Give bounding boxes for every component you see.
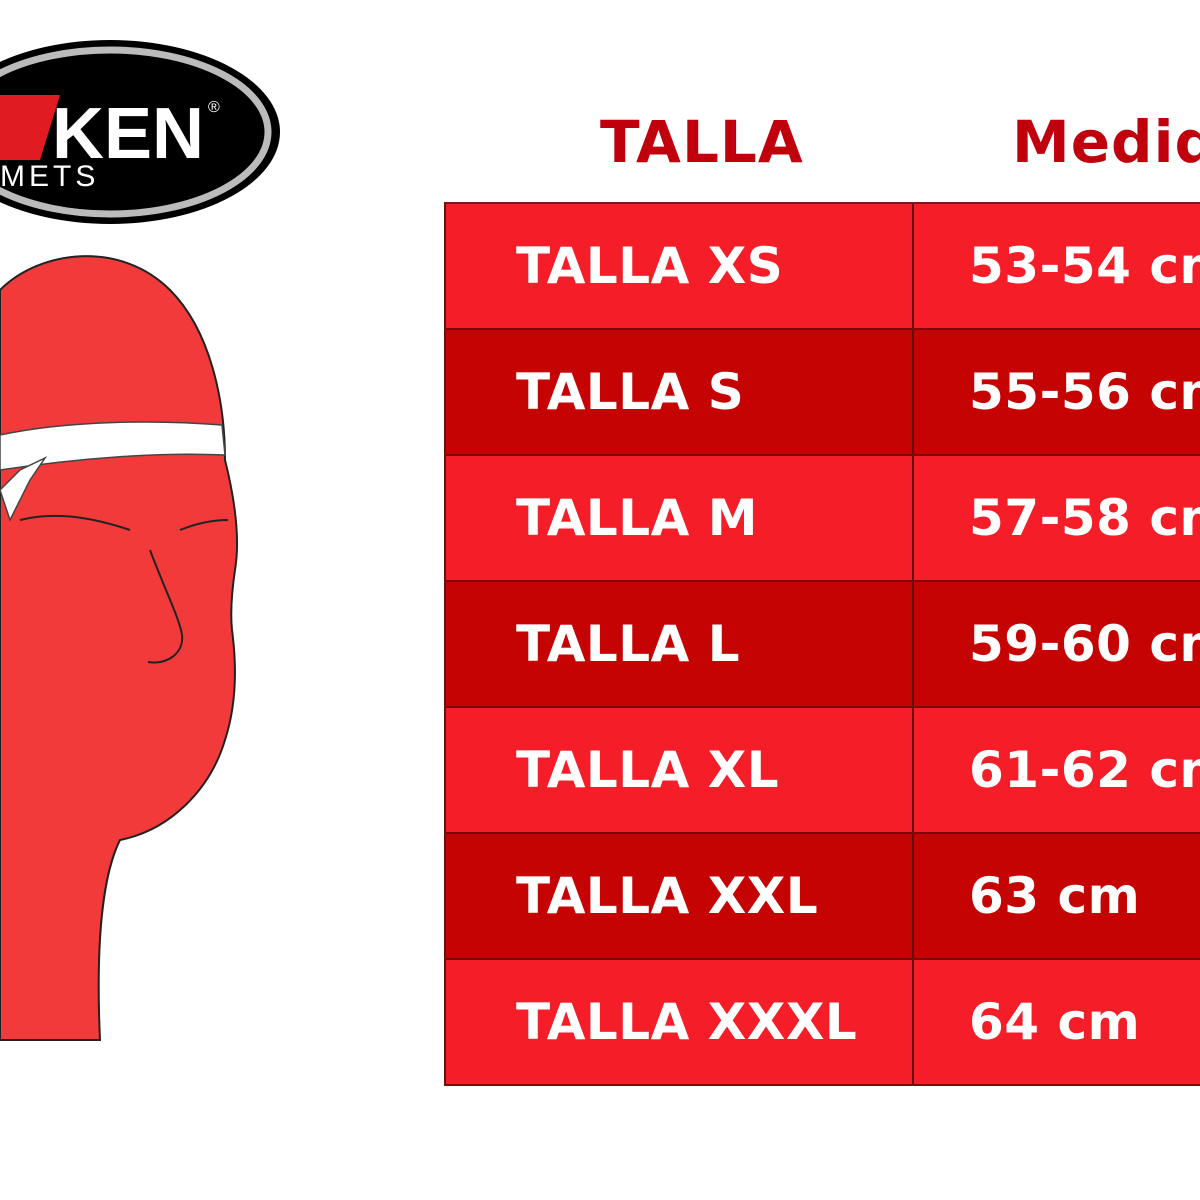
measure-cell: 55-56 cm xyxy=(969,363,1200,421)
table-row: TALLA XS 53-54 cm xyxy=(446,204,1200,330)
measure-cell: 53-54 cm xyxy=(969,237,1200,295)
size-cell: TALLA XL xyxy=(446,708,914,832)
size-cell: TALLA XS xyxy=(446,204,914,328)
size-cell: TALLA M xyxy=(446,456,914,580)
measure-cell: 59-60 cm xyxy=(969,615,1200,673)
measure-cell: 57-58 cm xyxy=(969,489,1200,547)
column-header-measure: Medida xyxy=(1012,108,1200,176)
table-row: TALLA M 57-58 cm xyxy=(446,456,1200,582)
column-header-size: TALLA xyxy=(600,108,804,176)
head-measurement-illustration xyxy=(0,230,300,1060)
measure-cell: 63 cm xyxy=(969,867,1141,925)
measure-cell: 64 cm xyxy=(969,993,1141,1051)
logo-subtext: METS xyxy=(0,160,99,193)
table-row: TALLA S 55-56 cm xyxy=(446,330,1200,456)
logo-text: KEN xyxy=(52,94,204,174)
size-cell: TALLA S xyxy=(446,330,914,454)
size-table: TALLA XS 53-54 cm TALLA S 55-56 cm TALLA M… xyxy=(444,202,1200,1086)
size-cell: TALLA L xyxy=(446,582,914,706)
size-cell: TALLA XXL xyxy=(446,834,914,958)
table-row: TALLA L 59-60 cm xyxy=(446,582,1200,708)
measure-cell: 61-62 cm xyxy=(969,741,1200,799)
table-row: TALLA XXL 63 cm xyxy=(446,834,1200,960)
size-cell: TALLA XXXL xyxy=(446,960,914,1084)
brand-logo: KEN ® METS xyxy=(0,0,300,240)
table-row: TALLA XL 61-62 cm xyxy=(446,708,1200,834)
table-row: TALLA XXXL 64 cm xyxy=(446,960,1200,1086)
registered-mark: ® xyxy=(208,99,220,116)
